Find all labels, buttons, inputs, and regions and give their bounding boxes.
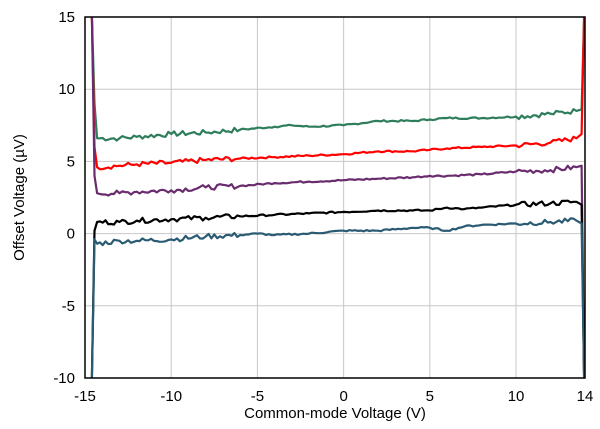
x-tick-label: 14	[577, 388, 594, 405]
series-line-5	[90, 217, 586, 379]
series-line-3	[90, 16, 586, 379]
x-axis-title: Common-mode Voltage (V)	[244, 405, 426, 422]
plot-area-border	[84, 16, 586, 379]
x-tick-label: -10	[160, 388, 182, 405]
x-tick-label: 0	[339, 388, 347, 405]
x-tick-labels: -15 -10 -5 0 5 10 14	[74, 388, 593, 405]
y-axis-title: Offset Voltage (µV)	[11, 134, 28, 261]
y-tick-label: -10	[53, 370, 75, 387]
y-tick-label: 5	[67, 153, 75, 170]
y-tick-label: 10	[58, 81, 75, 98]
x-tick-label: 5	[426, 388, 434, 405]
x-tick-label: -15	[74, 388, 96, 405]
series-lines	[90, 16, 586, 379]
y-tick-label: 0	[67, 226, 75, 243]
series-line-1	[90, 16, 586, 142]
series-line-4	[90, 199, 586, 379]
y-tick-label: -5	[62, 298, 75, 315]
y-tick-label: 15	[58, 9, 75, 26]
series-line-2	[90, 16, 586, 171]
y-tick-labels: -10 -5 0 5 10 15	[53, 9, 75, 387]
x-tick-label: 10	[508, 388, 525, 405]
x-tick-label: -5	[251, 388, 264, 405]
grid-lines	[84, 16, 586, 379]
